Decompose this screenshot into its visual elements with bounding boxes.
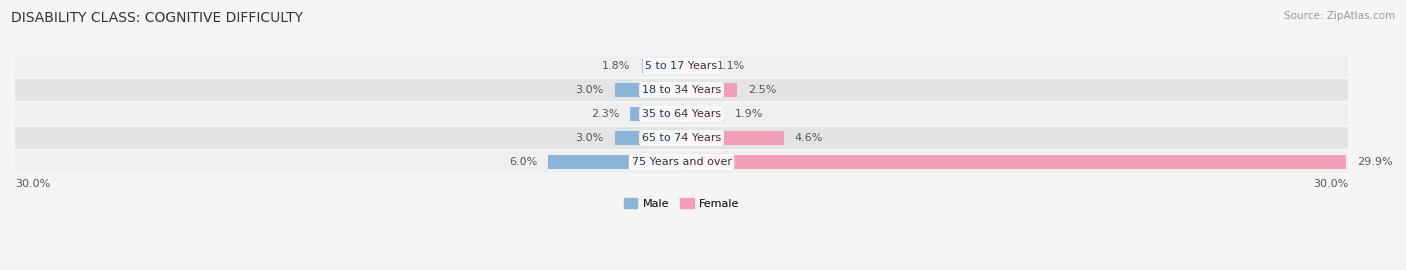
- Text: 1.8%: 1.8%: [602, 61, 630, 71]
- Bar: [15, 127, 1348, 149]
- Bar: [682, 83, 737, 97]
- Text: 5 to 17 Years: 5 to 17 Years: [645, 61, 717, 71]
- Bar: [614, 131, 682, 145]
- Text: 3.0%: 3.0%: [575, 133, 603, 143]
- Text: 18 to 34 Years: 18 to 34 Years: [643, 85, 721, 95]
- Text: 4.6%: 4.6%: [794, 133, 824, 143]
- Text: 6.0%: 6.0%: [509, 157, 537, 167]
- Text: 65 to 74 Years: 65 to 74 Years: [643, 133, 721, 143]
- Bar: [641, 59, 682, 73]
- Bar: [548, 155, 682, 169]
- Bar: [15, 55, 1348, 77]
- Text: 35 to 64 Years: 35 to 64 Years: [643, 109, 721, 119]
- Bar: [15, 79, 1348, 101]
- Legend: Male, Female: Male, Female: [619, 194, 744, 213]
- Text: 29.9%: 29.9%: [1357, 157, 1392, 167]
- Bar: [614, 83, 682, 97]
- Text: 75 Years and over: 75 Years and over: [631, 157, 731, 167]
- Text: 30.0%: 30.0%: [15, 178, 51, 188]
- Text: DISABILITY CLASS: COGNITIVE DIFFICULTY: DISABILITY CLASS: COGNITIVE DIFFICULTY: [11, 11, 304, 25]
- Bar: [682, 107, 724, 121]
- Bar: [682, 131, 783, 145]
- Bar: [15, 103, 1348, 125]
- Text: 3.0%: 3.0%: [575, 85, 603, 95]
- Bar: [682, 155, 1346, 169]
- Bar: [682, 59, 706, 73]
- Text: 1.1%: 1.1%: [717, 61, 745, 71]
- Text: 2.3%: 2.3%: [591, 109, 620, 119]
- Text: Source: ZipAtlas.com: Source: ZipAtlas.com: [1284, 11, 1395, 21]
- Bar: [15, 151, 1348, 173]
- Bar: [630, 107, 682, 121]
- Text: 30.0%: 30.0%: [1313, 178, 1348, 188]
- Text: 2.5%: 2.5%: [748, 85, 776, 95]
- Text: 1.9%: 1.9%: [735, 109, 763, 119]
